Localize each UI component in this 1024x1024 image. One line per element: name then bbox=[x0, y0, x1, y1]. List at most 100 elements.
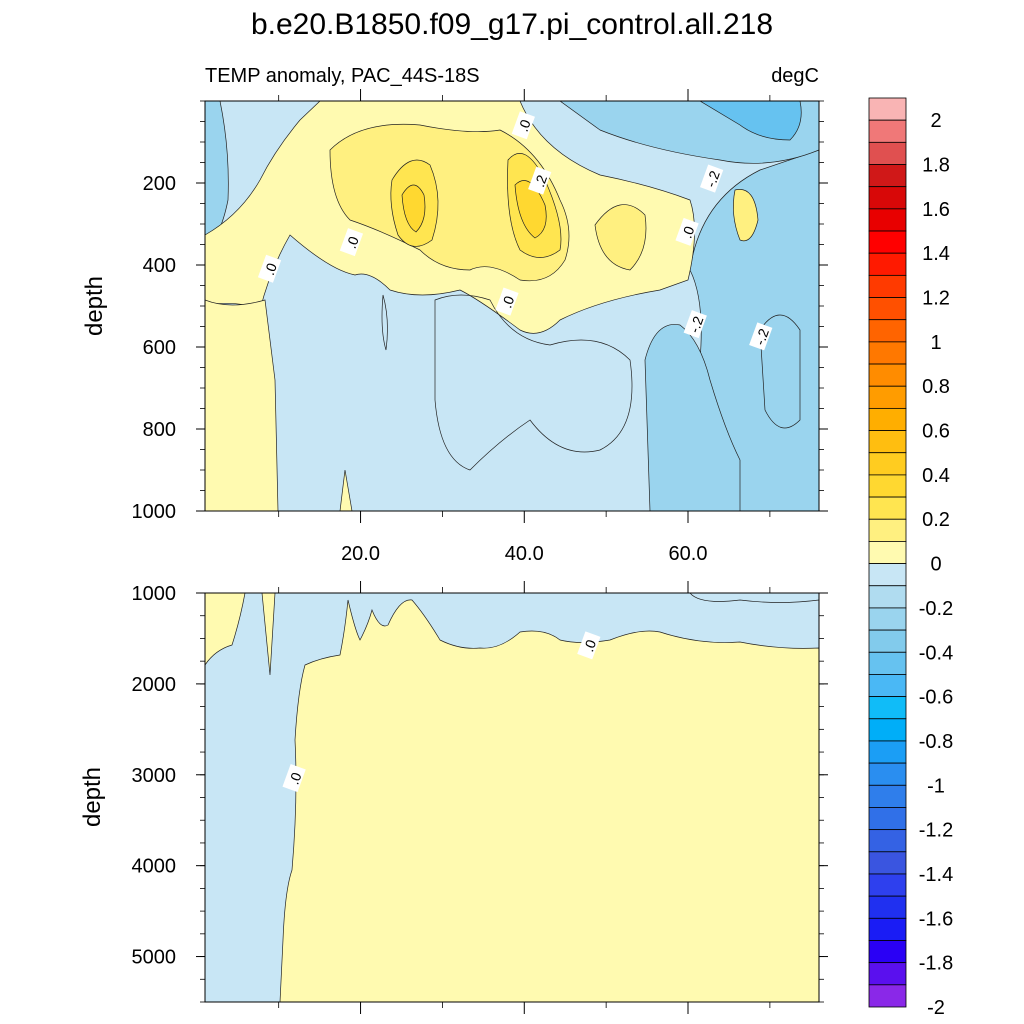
colorbar-swatch bbox=[868, 917, 907, 941]
colorbar-swatch bbox=[868, 97, 907, 121]
contour-label-text: .0 bbox=[515, 117, 534, 134]
contour-label: .0 bbox=[257, 254, 282, 283]
contour-label-text: .0 bbox=[343, 234, 362, 251]
colorbar-label: 1.8 bbox=[922, 155, 950, 177]
contour-label-text: .0 bbox=[498, 293, 517, 310]
colorbar-label: 2 bbox=[930, 110, 941, 132]
colorbar-swatch bbox=[868, 651, 907, 675]
contour-label-text: .0 bbox=[286, 770, 305, 787]
colorbar-swatch bbox=[868, 230, 907, 254]
lower-contour-labels: .0 .0 bbox=[282, 631, 601, 793]
contour-neg-cell-1 bbox=[434, 294, 633, 471]
colorbar-swatch bbox=[868, 807, 907, 831]
colorbar-swatch bbox=[868, 629, 907, 653]
colorbar-label: 0 bbox=[930, 554, 941, 576]
colorbar-swatch bbox=[868, 541, 907, 564]
fill-pos-0.2-east bbox=[594, 204, 647, 271]
lower-y-axis-label: depth bbox=[79, 767, 106, 827]
x-tick-label: 20.0 bbox=[341, 543, 380, 565]
contour-label: .2 bbox=[528, 166, 552, 195]
colorbar-swatch bbox=[868, 363, 907, 387]
fill-pos-0.2-east2 bbox=[733, 189, 759, 242]
colorbar-swatch bbox=[868, 563, 907, 587]
colorbar-swatch bbox=[868, 385, 907, 409]
y-tick-label: 600 bbox=[143, 337, 176, 359]
colorbar-label: 1.6 bbox=[922, 199, 950, 221]
colorbar-swatch bbox=[868, 119, 907, 143]
chart-title: b.e20.B1850.f09_g17.pi_control.all.218 bbox=[251, 8, 773, 41]
lower-axis-ticks: 1000 2000 3000 4000 5000 bbox=[132, 581, 828, 1014]
colorbar-label: 0.4 bbox=[922, 465, 950, 487]
y-tick-label: 200 bbox=[143, 173, 176, 195]
fill-pos-0.1-lower-left bbox=[205, 593, 246, 666]
lower-panel: 1000 2000 3000 4000 5000 .0 .0 depth bbox=[79, 581, 828, 1014]
fill-neg-0.6-surface bbox=[699, 101, 802, 141]
fill-pos-0.1-lower bbox=[279, 599, 819, 1002]
colorbar-swatch bbox=[868, 474, 907, 498]
colorbar-label: -1.2 bbox=[919, 820, 953, 842]
colorbar-swatch bbox=[868, 718, 907, 742]
contour-label-bg bbox=[511, 111, 535, 140]
fill-pos-0.4-east bbox=[514, 180, 547, 239]
colorbar-swatch bbox=[868, 784, 907, 808]
colorbar-label: -0.8 bbox=[919, 731, 953, 753]
contour-neg-lower-right bbox=[689, 593, 819, 603]
contour-label-text: .2 bbox=[531, 173, 550, 190]
contour-neg-cell-3 bbox=[759, 314, 801, 429]
colorbar-label: -1 bbox=[927, 775, 945, 797]
contour-label-bg bbox=[339, 228, 364, 257]
contour-label-text: -.2 bbox=[751, 326, 772, 347]
chart-subtitle-left: TEMP anomaly, PAC_44S-18S bbox=[205, 65, 480, 87]
colorbar-label: 0.2 bbox=[922, 509, 950, 531]
colorbar-swatch bbox=[868, 762, 907, 786]
y-tick-label: 3000 bbox=[132, 765, 177, 787]
colorbar-swatch bbox=[868, 252, 907, 276]
colorbar-swatch bbox=[868, 895, 907, 919]
colorbar-swatch bbox=[868, 873, 907, 897]
contour-label-bg bbox=[257, 254, 282, 283]
colorbar bbox=[868, 97, 907, 1008]
colorbar-swatch bbox=[868, 164, 907, 188]
contour-label-bg bbox=[683, 310, 707, 339]
contour-label: .0 bbox=[339, 228, 364, 257]
contour-neg-cell-2 bbox=[381, 294, 388, 351]
contour-label: -.2 bbox=[700, 164, 724, 193]
colorbar-swatch bbox=[868, 430, 907, 454]
contour-label-text: .0 bbox=[678, 224, 697, 241]
colorbar-swatch bbox=[868, 341, 907, 365]
fill-pos-0.1-slim bbox=[339, 469, 353, 511]
colorbar-labels: 2 1.8 1.6 1.4 1.2 1 0.8 0.6 0.4 0.2 0 -0.2 -0.4 -0.6 -… bbox=[919, 110, 953, 1019]
contour-label: -.2 bbox=[749, 322, 773, 351]
contour-label: .0 bbox=[577, 631, 601, 660]
contour-label-text: .0 bbox=[580, 637, 599, 654]
contour-label-bg bbox=[577, 631, 601, 660]
colorbar-label: -1.8 bbox=[919, 953, 953, 975]
colorbar-swatch bbox=[868, 740, 907, 764]
colorbar-label: 0.8 bbox=[922, 376, 950, 398]
chart-units: degC bbox=[771, 65, 819, 87]
y-tick-label: 1000 bbox=[132, 501, 177, 523]
lower-contour-fill bbox=[205, 593, 819, 1002]
colorbar-label: -0.2 bbox=[919, 598, 953, 620]
contour-label: .0 bbox=[511, 111, 535, 140]
colorbar-swatch bbox=[868, 851, 907, 875]
colorbar-swatch bbox=[868, 141, 907, 165]
fill-neg-0.4-mid bbox=[644, 324, 741, 511]
colorbar-label: -1.4 bbox=[919, 864, 953, 886]
colorbar-swatch bbox=[868, 208, 907, 232]
y-tick-label: 400 bbox=[143, 255, 176, 277]
y-tick-label: 2000 bbox=[132, 674, 177, 696]
colorbar-label: -0.6 bbox=[919, 687, 953, 709]
colorbar-label: -2 bbox=[927, 997, 945, 1019]
contour-label-text: -.2 bbox=[686, 314, 707, 335]
contour-label-bg bbox=[749, 322, 773, 351]
colorbar-swatch bbox=[868, 297, 907, 321]
colorbar-swatch bbox=[868, 607, 907, 631]
colorbar-label: -1.6 bbox=[919, 908, 953, 930]
colorbar-swatch bbox=[868, 186, 907, 210]
contour-label: .0 bbox=[282, 764, 306, 793]
colorbar-swatch bbox=[868, 962, 907, 986]
contour-label-bg bbox=[495, 287, 519, 316]
